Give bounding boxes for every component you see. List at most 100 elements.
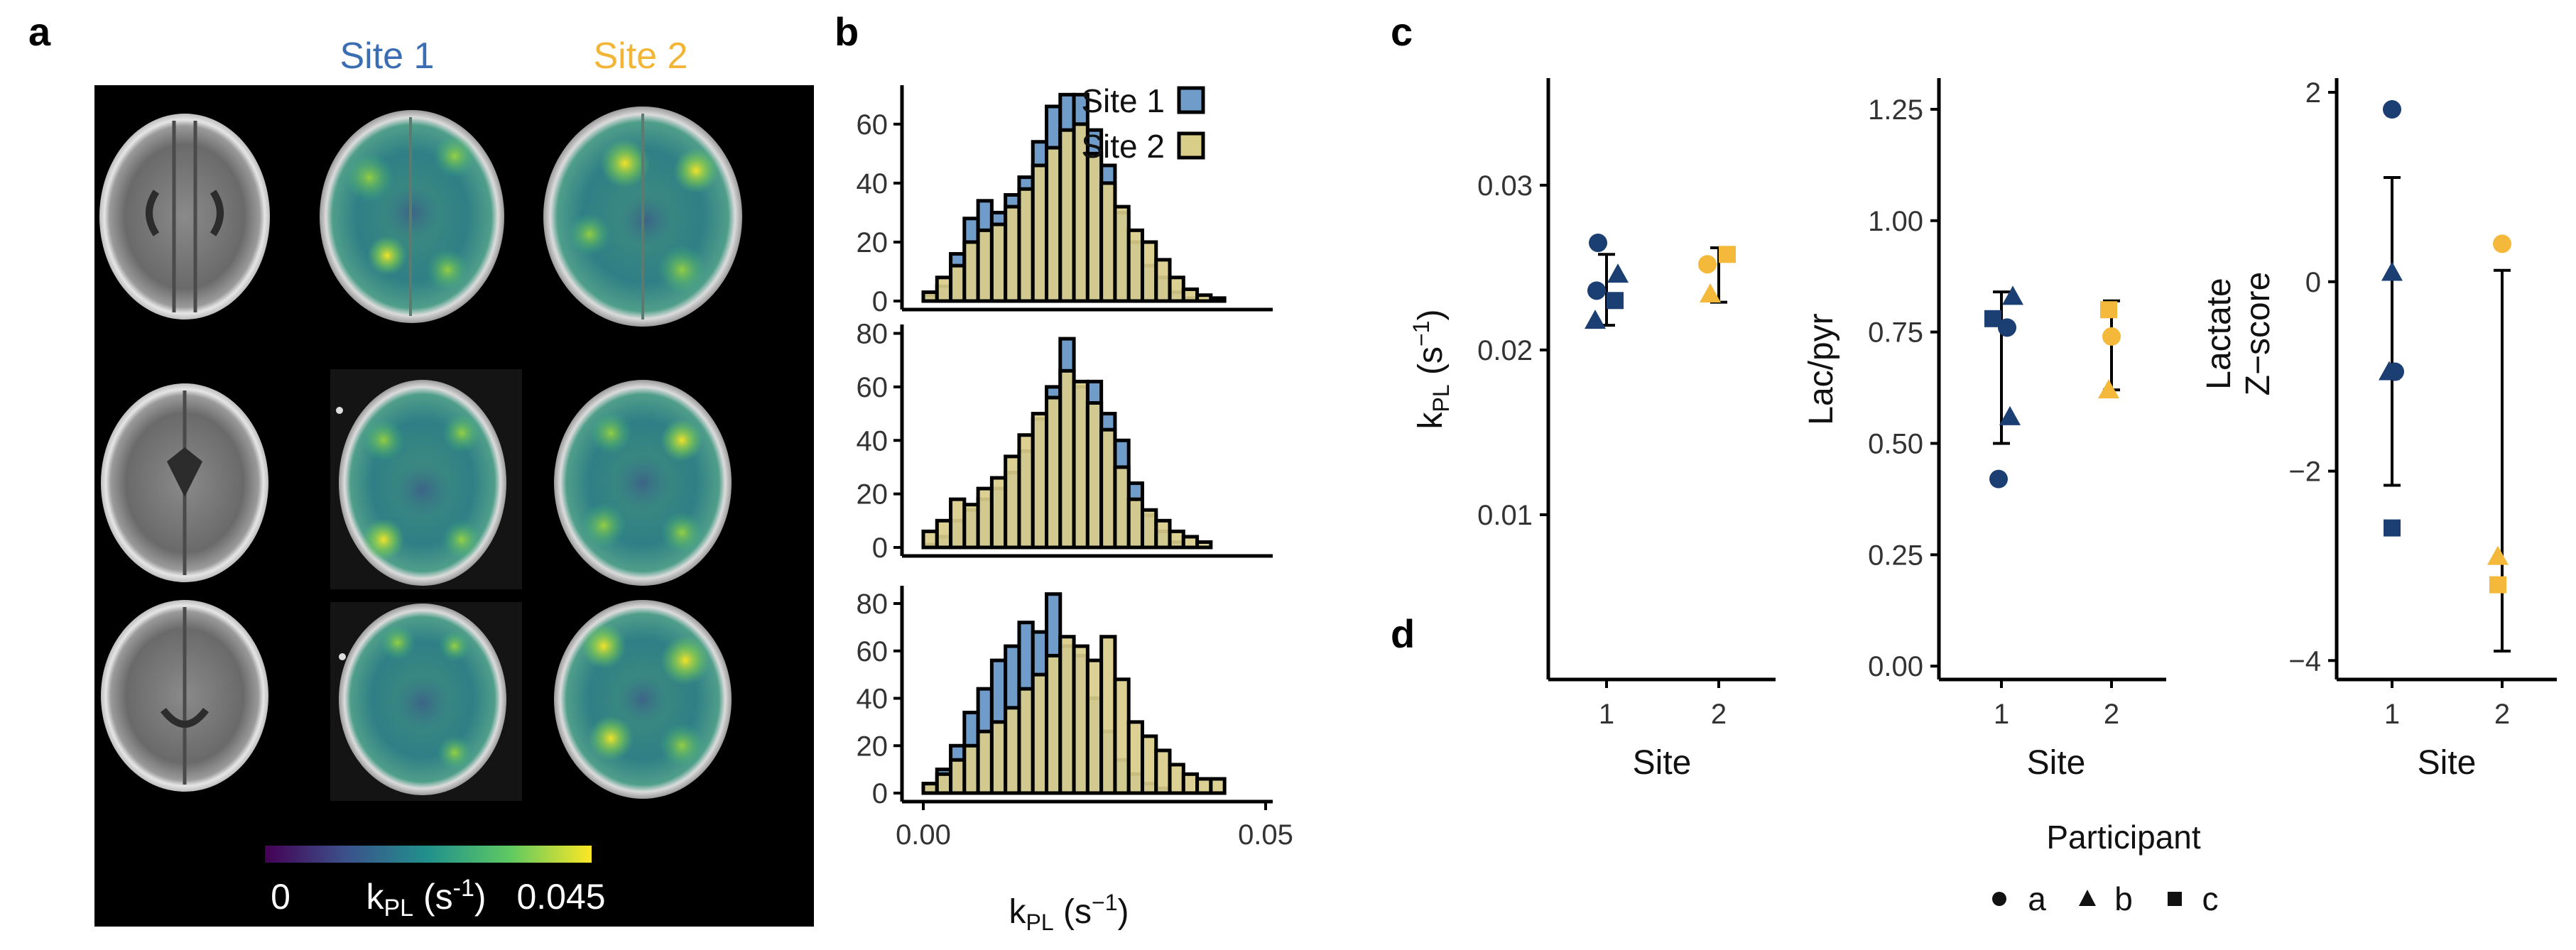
hist-bar-site2 xyxy=(1058,368,1076,550)
hist-bar-site2 xyxy=(1004,454,1021,550)
participant-legend-title: Participant xyxy=(2046,819,2201,856)
scatter-lactate-zscore: −4 −2 0 2 1 2 xyxy=(2288,77,2557,730)
hist-bar-site2 xyxy=(921,782,939,795)
brain-kpl-map-site2-row3 xyxy=(554,600,732,799)
brain-anatomical-row3 xyxy=(101,600,268,792)
colorbar-unit-label: kPL (s-1) xyxy=(366,875,486,922)
hist-y-tick-label: 0 xyxy=(872,533,888,564)
hist-y-tick-label: 20 xyxy=(857,227,888,258)
zscore-y-axis-label-line1: Lactate xyxy=(2200,278,2238,389)
colorbar-label-close: ) xyxy=(474,877,487,917)
legend-participant-c: c xyxy=(2202,880,2219,917)
hist-bar-site2 xyxy=(1113,204,1131,303)
hist-bar-site2 xyxy=(1099,427,1117,550)
kpl-ylabel-main: k xyxy=(1412,411,1450,429)
hist-xlabel-close: ) xyxy=(1117,893,1129,931)
colorbar-gradient xyxy=(265,846,592,863)
hist-bar-site2 xyxy=(1004,706,1021,795)
colorbar-min-label: 0 xyxy=(271,877,290,917)
data-point-square xyxy=(1984,310,2001,327)
data-point-circle xyxy=(1587,281,1606,300)
hist-bar-site2 xyxy=(1099,635,1117,795)
data-point-circle xyxy=(2102,327,2121,346)
hist-bar-site2 xyxy=(1181,772,1200,795)
hist-bar-site2 xyxy=(1017,433,1035,550)
hist-bar-site2 xyxy=(1126,720,1144,795)
site1-column-title: Site 1 xyxy=(340,36,435,77)
hist-y-tick-label: 60 xyxy=(857,109,888,141)
hist-bar-site2 xyxy=(1058,128,1076,303)
hist-bar-site2 xyxy=(1168,529,1185,550)
data-point-circle xyxy=(2493,234,2511,253)
brain-row-1 xyxy=(99,107,742,327)
data-point-triangle xyxy=(1700,283,1721,302)
hist-bar-site2 xyxy=(1058,635,1076,795)
brain-row-3 xyxy=(101,600,732,801)
hist-bar-site2 xyxy=(1168,763,1185,795)
hist-bar-site2 xyxy=(1181,535,1200,550)
colorbar-label-unit: (s xyxy=(413,877,453,917)
brain-kpl-map-site2-row2 xyxy=(554,380,732,586)
hist-bar-site2 xyxy=(935,275,953,303)
hist-y-tick-label: 60 xyxy=(857,372,888,403)
hist-bar-site2 xyxy=(1017,687,1035,795)
brain-kpl-map-site1-row2 xyxy=(339,380,506,586)
scatter-lac-pyr: 0.00 0.25 0.50 0.75 1.00 1.25 1 2 xyxy=(1868,78,2166,730)
panel-label-b: b xyxy=(835,9,859,54)
hist-bar-site2 xyxy=(962,240,980,303)
legend-site1-label: Site 1 xyxy=(1081,82,1165,119)
hist-bar-site2 xyxy=(1072,379,1089,550)
hist-y-tick-label: 20 xyxy=(857,731,888,762)
kpl-x-axis-label: Site xyxy=(1633,744,1692,782)
hist-bar-site2 xyxy=(935,772,953,795)
colorbar-max-label: 0.045 xyxy=(516,877,605,917)
scatter-y-tick-label: −2 xyxy=(2288,457,2321,488)
kpl-ylabel-sub: PL xyxy=(1428,384,1454,412)
hist-bar-site2 xyxy=(1113,465,1131,550)
marker-dot-row2 xyxy=(336,407,343,414)
zscore-x-axis-label: Site xyxy=(2418,744,2477,782)
lacpyr-x-axis-label: Site xyxy=(2027,744,2086,782)
hist-xlabel-unit: (s xyxy=(1054,893,1092,931)
site-comparison-panel: 0.01 0.02 0.03 1 2 0.00 0.25 0.50 0.75 1.00 1.25 1… xyxy=(1408,77,2557,917)
hist-bar-site2 xyxy=(976,228,994,303)
hist-x-tick-label: 0.05 xyxy=(1238,819,1293,851)
histogram-row-1: 0 20 40 60 xyxy=(857,85,1273,317)
site2-column-title: Site 2 xyxy=(594,36,688,77)
hist-y-tick-label: 80 xyxy=(857,319,888,350)
legend-site1-swatch xyxy=(1177,86,1205,114)
hist-bar-site2 xyxy=(949,758,967,795)
scatter-x-tick-label: 2 xyxy=(1711,699,1727,730)
hist-xlabel-sup: −1 xyxy=(1092,890,1117,915)
kpl-ylabel-sup: −1 xyxy=(1408,321,1434,346)
hist-bar-site2 xyxy=(1031,163,1049,303)
marker-dot-row3 xyxy=(339,653,346,660)
hist-y-tick-label: 0 xyxy=(872,286,888,317)
hist-x-tick-label: 0.00 xyxy=(896,819,951,851)
hist-bar-site2 xyxy=(1045,146,1063,303)
scatter-y-tick-label: 0 xyxy=(2305,267,2321,298)
hist-bar-site2 xyxy=(1072,644,1089,795)
hist-bar-site2 xyxy=(1031,412,1049,550)
hist-bar-site2 xyxy=(1085,401,1104,550)
hist-bar-site2 xyxy=(989,720,1008,795)
hist-bar-site2 xyxy=(949,497,967,550)
hist-bar-site2 xyxy=(1195,540,1213,550)
data-point-circle xyxy=(2383,100,2401,119)
data-point-square xyxy=(2489,576,2506,594)
kpl-ylabel-unit: (s xyxy=(1412,346,1450,384)
legend-site2-swatch xyxy=(1177,131,1205,160)
brain-kpl-map-site1-row3 xyxy=(339,604,506,795)
scatter-x-tick-label: 2 xyxy=(2104,699,2119,730)
scatter-x-tick-label: 2 xyxy=(2494,699,2510,730)
brain-kpl-map-site1-row1 xyxy=(320,110,504,323)
scatter-y-tick-label: −4 xyxy=(2288,645,2321,677)
hist-bar-site2 xyxy=(1154,258,1172,303)
hist-bar-site2 xyxy=(921,529,939,550)
legend-circle-marker xyxy=(1992,892,2006,906)
hist-bar-site2 xyxy=(1126,228,1144,303)
scatter-y-tick-label: 0.03 xyxy=(1477,170,1533,202)
hist-bar-site2 xyxy=(989,476,1008,550)
zscore-y-axis-label-line2: Z−score xyxy=(2239,272,2277,396)
hist-y-tick-label: 0 xyxy=(872,778,888,809)
